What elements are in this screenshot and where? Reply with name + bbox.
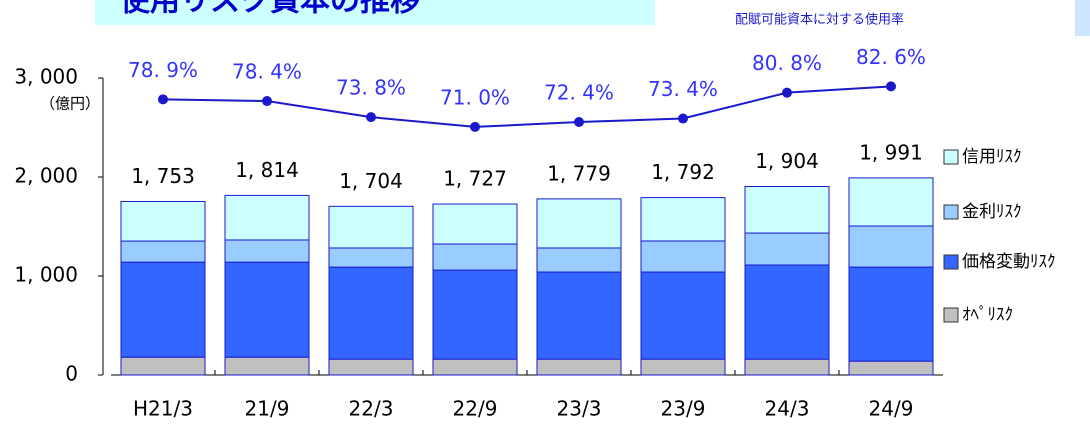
- line-value-label: 78. 9%: [128, 58, 198, 82]
- line-value-label: 80. 8%: [752, 51, 822, 75]
- x-tick-label: 21/9: [245, 397, 290, 421]
- line-value-label: 78. 4%: [232, 60, 302, 84]
- bar-segment: [744, 186, 830, 234]
- y-tick-label: 3, 000: [14, 65, 78, 89]
- total-label: 1, 779: [547, 161, 611, 185]
- bar-segment: [536, 198, 622, 249]
- legend-label: 信用ﾘｽｸ: [962, 147, 1022, 167]
- x-tick-label: 22/9: [453, 397, 498, 421]
- line-point: [158, 94, 168, 105]
- y-tick-label: 2, 000: [14, 164, 78, 188]
- line-value-label: 72. 4%: [544, 81, 614, 105]
- bar-segment: [120, 200, 206, 242]
- line-point: [262, 96, 272, 107]
- bar-segment: [224, 356, 310, 376]
- legend-swatch: [943, 204, 959, 220]
- legend-swatch: [943, 254, 959, 270]
- total-label: 1, 904: [755, 149, 819, 173]
- line-value-label: 73. 8%: [336, 76, 406, 100]
- bar-segment: [640, 240, 726, 273]
- bar-segment: [640, 271, 726, 360]
- corner-box: [1075, 0, 1090, 36]
- chart-title: 使用リスク資本の推移: [119, 0, 420, 19]
- bar-segment: [224, 239, 310, 263]
- bar-segment: [744, 264, 830, 360]
- bar-segment: [328, 205, 414, 249]
- line-point: [470, 121, 480, 132]
- total-label: 1, 814: [235, 158, 299, 182]
- bar-segment: [432, 243, 518, 271]
- bar-segment: [848, 360, 934, 376]
- bar-segment: [536, 247, 622, 273]
- y-unit: （億円）: [40, 95, 100, 113]
- legend-swatch: [943, 149, 959, 165]
- x-tick-label: 23/9: [661, 397, 706, 421]
- bar-segment: [744, 232, 830, 266]
- line-point: [886, 81, 896, 92]
- bar-segment: [848, 177, 934, 227]
- total-label: 1, 991: [859, 140, 923, 164]
- line-series: [162, 85, 892, 128]
- legend-swatch: [943, 307, 959, 323]
- bar-segment: [432, 358, 518, 376]
- total-label: 1, 792: [651, 160, 715, 184]
- x-tick-label: 24/9: [869, 397, 914, 421]
- bar-segment: [120, 261, 206, 358]
- y-tick-label: 1, 000: [14, 263, 78, 287]
- bar-segment: [224, 261, 310, 358]
- legend-label: 価格変動ﾘｽｸ: [962, 252, 1056, 272]
- line-point: [366, 112, 376, 123]
- bar-segment: [328, 266, 414, 360]
- x-tick-label: H21/3: [133, 397, 193, 421]
- line-value-label: 73. 4%: [648, 77, 718, 101]
- bar-segment: [432, 269, 518, 360]
- legend-label: ｵﾍﾟﾘｽｸ: [962, 305, 1013, 325]
- bar-segment: [536, 358, 622, 376]
- total-label: 1, 727: [443, 167, 507, 191]
- line-point: [574, 117, 584, 128]
- x-tick-label: 24/3: [765, 397, 810, 421]
- bar-segment: [328, 358, 414, 376]
- bar-segment: [536, 271, 622, 360]
- bar-segment: [640, 358, 726, 376]
- line-point: [782, 87, 792, 98]
- line-annotation: 配賦可能資本に対する使用率: [735, 12, 904, 28]
- bar-segment: [328, 247, 414, 268]
- bar-segment: [744, 358, 830, 376]
- line-value-label: 82. 6%: [856, 45, 926, 69]
- line-point: [678, 113, 688, 124]
- title-box: [95, 0, 655, 25]
- legend-label: 金利ﾘｽｸ: [962, 202, 1022, 222]
- y-tick-label: 0: [65, 362, 78, 386]
- x-tick-label: 23/3: [557, 397, 602, 421]
- bar-segment: [432, 203, 518, 245]
- total-label: 1, 753: [131, 164, 195, 188]
- bar-segment: [640, 197, 726, 242]
- line-value-label: 71. 0%: [440, 85, 510, 109]
- bar-segment: [224, 194, 310, 241]
- bar-segment: [848, 266, 934, 362]
- bar-segment: [848, 225, 934, 268]
- total-label: 1, 704: [339, 169, 403, 193]
- x-tick-label: 22/3: [349, 397, 394, 421]
- bar-segment: [120, 356, 206, 376]
- bar-segment: [120, 240, 206, 263]
